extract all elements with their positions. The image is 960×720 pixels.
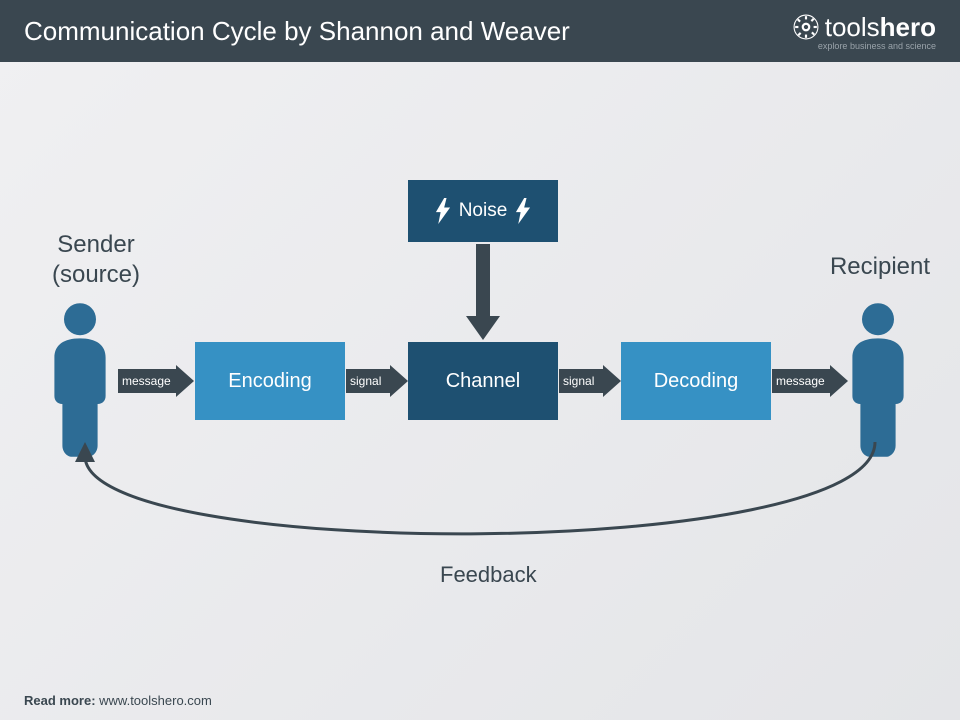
encoding-box: Encoding xyxy=(195,342,345,420)
decoding-box: Decoding xyxy=(621,342,771,420)
arrow-message-1: message xyxy=(118,365,194,397)
gear-icon xyxy=(793,14,819,40)
footer-readmore: Read more: www.toolshero.com xyxy=(24,693,212,708)
arrow-message-2: message xyxy=(772,365,848,397)
arrow-signal-2: signal xyxy=(559,365,621,397)
recipient-label: Recipient xyxy=(820,252,940,282)
page-title: Communication Cycle by Shannon and Weave… xyxy=(24,16,570,47)
lightning-icon xyxy=(435,198,451,224)
noise-arrow-down xyxy=(466,244,500,345)
logo-text: toolshero xyxy=(825,12,936,43)
lightning-icon xyxy=(515,198,531,224)
logo-tagline: explore business and science xyxy=(818,41,936,51)
diagram-canvas: Sender (source) Recipient Noise Encoding xyxy=(0,62,960,662)
feedback-label: Feedback xyxy=(440,562,537,588)
recipient-person-icon xyxy=(838,300,918,465)
noise-box: Noise xyxy=(408,180,558,242)
header-bar: Communication Cycle by Shannon and Weave… xyxy=(0,0,960,62)
sender-label: Sender (source) xyxy=(36,230,156,290)
logo: toolshero explore business and science xyxy=(793,12,936,51)
arrow-signal-1: signal xyxy=(346,365,408,397)
channel-box: Channel xyxy=(408,342,558,420)
sender-person-icon xyxy=(40,300,120,465)
